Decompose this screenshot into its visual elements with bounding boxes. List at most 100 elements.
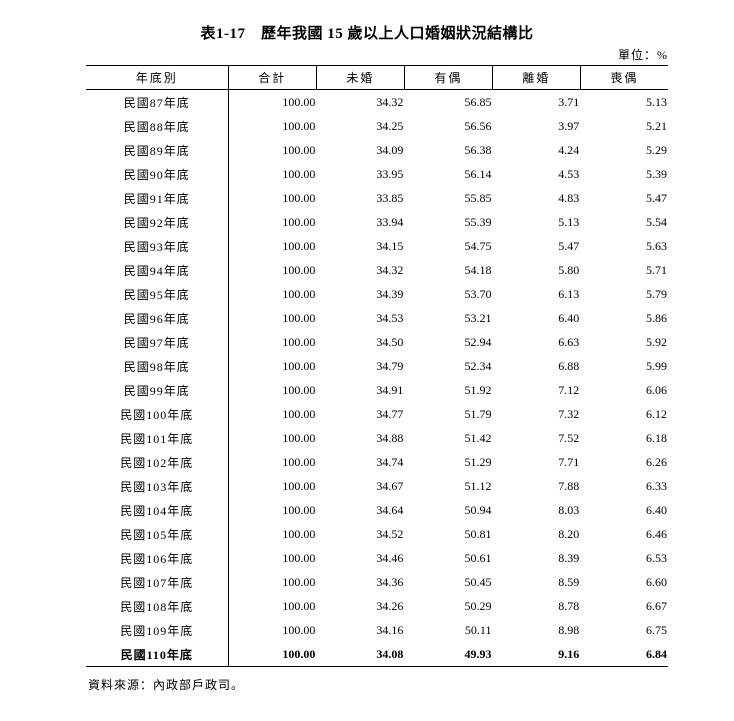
header-year: 年底別 <box>86 65 229 90</box>
year-cell: 民國94年底 <box>86 258 229 282</box>
married-cell: 51.42 <box>464 430 492 445</box>
total-cell: 100.00 <box>282 478 316 493</box>
table-title: 表1-17 歷年我國 15 歲以上人口婚姻狀況結構比 <box>200 26 534 42</box>
divorced-cell: 6.40 <box>558 310 580 325</box>
widowed-cell: 6.53 <box>646 550 667 565</box>
year-cell: 民國96年底 <box>86 306 229 330</box>
single-cell: 34.64 <box>376 502 404 517</box>
total-cell: 100.00 <box>282 334 316 349</box>
table-row: 民國109年底 100.00 34.16 50.11 8.98 6.75 <box>86 618 668 642</box>
married-cell: 51.29 <box>464 454 492 469</box>
married-cell: 54.18 <box>464 262 492 277</box>
header-married: 有偶 <box>403 65 493 90</box>
widowed-cell: 5.21 <box>646 118 667 133</box>
table-row: 民國100年底 100.00 34.77 51.79 7.32 6.12 <box>86 402 668 426</box>
single-cell: 34.26 <box>376 598 404 613</box>
table-row: 民國103年底 100.00 34.67 51.12 7.88 6.33 <box>86 474 668 498</box>
divorced-cell: 8.78 <box>558 598 580 613</box>
table-row: 民國108年底 100.00 34.26 50.29 8.78 6.67 <box>86 594 668 618</box>
married-cell: 51.79 <box>464 406 492 421</box>
year-cell: 民國103年底 <box>86 474 229 498</box>
married-cell: 51.12 <box>464 478 492 493</box>
married-cell: 52.94 <box>464 334 492 349</box>
year-cell: 民國101年底 <box>86 426 229 450</box>
married-cell: 50.45 <box>464 574 492 589</box>
total-cell: 100.00 <box>282 286 316 301</box>
total-cell: 100.00 <box>228 642 317 667</box>
divorced-cell: 6.13 <box>558 286 580 301</box>
divorced-cell: 7.12 <box>558 382 580 397</box>
widowed-cell: 6.46 <box>646 526 667 541</box>
widowed-cell: 6.40 <box>646 502 667 517</box>
year-cell: 民國95年底 <box>86 282 229 306</box>
married-cell: 56.85 <box>464 94 492 109</box>
header-divorced: 離婚 <box>491 65 581 90</box>
single-cell: 34.08 <box>316 642 405 667</box>
year-cell: 民國100年底 <box>86 402 229 426</box>
divorced-cell: 6.88 <box>558 358 580 373</box>
widowed-cell: 5.54 <box>646 214 667 229</box>
widowed-cell: 6.12 <box>646 406 667 421</box>
year-cell: 民國99年底 <box>86 378 229 402</box>
single-cell: 33.95 <box>376 166 404 181</box>
total-cell: 100.00 <box>282 598 316 613</box>
year-cell: 民國106年底 <box>86 546 229 570</box>
divorced-cell: 7.71 <box>558 454 580 469</box>
total-cell: 100.00 <box>282 502 316 517</box>
single-cell: 34.15 <box>376 238 404 253</box>
married-cell: 56.38 <box>464 142 492 157</box>
married-cell: 49.93 <box>404 642 493 667</box>
total-cell: 100.00 <box>282 310 316 325</box>
total-cell: 100.00 <box>282 382 316 397</box>
year-cell: 民國91年底 <box>86 186 229 210</box>
divorced-cell: 3.71 <box>558 94 580 109</box>
table-row: 民國92年底 100.00 33.94 55.39 5.13 5.54 <box>86 210 668 234</box>
widowed-cell: 6.84 <box>580 642 668 667</box>
single-cell: 34.09 <box>376 142 404 157</box>
single-cell: 34.46 <box>376 550 404 565</box>
widowed-cell: 5.86 <box>646 310 667 325</box>
divorced-cell: 4.53 <box>558 166 580 181</box>
single-cell: 34.36 <box>376 574 404 589</box>
header-row: 年底別 合計 未婚 有偶 離婚 喪偶 <box>86 65 668 90</box>
widowed-cell: 6.67 <box>646 598 667 613</box>
year-cell: 民國97年底 <box>86 330 229 354</box>
divorced-cell: 8.20 <box>558 526 580 541</box>
widowed-cell: 6.18 <box>646 430 667 445</box>
single-cell: 34.52 <box>376 526 404 541</box>
divorced-cell: 8.03 <box>558 502 580 517</box>
year-cell: 民國109年底 <box>86 618 229 642</box>
unit-label: 單位：% <box>618 48 668 62</box>
total-cell: 100.00 <box>282 214 316 229</box>
single-cell: 34.74 <box>376 454 404 469</box>
widowed-cell: 5.63 <box>646 238 667 253</box>
single-cell: 34.67 <box>376 478 404 493</box>
divorced-cell: 4.24 <box>558 142 580 157</box>
table-row: 民國89年底 100.00 34.09 56.38 4.24 5.29 <box>86 138 668 162</box>
total-cell: 100.00 <box>282 622 316 637</box>
table-row: 民國107年底 100.00 34.36 50.45 8.59 6.60 <box>86 570 668 594</box>
widowed-cell: 5.29 <box>646 142 667 157</box>
widowed-cell: 6.75 <box>646 622 667 637</box>
single-cell: 34.32 <box>376 262 404 277</box>
single-cell: 33.94 <box>376 214 404 229</box>
table-row: 民國96年底 100.00 34.53 53.21 6.40 5.86 <box>86 306 668 330</box>
single-cell: 34.32 <box>376 94 404 109</box>
total-cell: 100.00 <box>282 454 316 469</box>
table-row: 民國98年底 100.00 34.79 52.34 6.88 5.99 <box>86 354 668 378</box>
total-cell: 100.00 <box>282 574 316 589</box>
table-row: 民國90年底 100.00 33.95 56.14 4.53 5.39 <box>86 162 668 186</box>
married-cell: 50.29 <box>464 598 492 613</box>
single-cell: 33.85 <box>376 190 404 205</box>
widowed-cell: 6.33 <box>646 478 667 493</box>
single-cell: 34.50 <box>376 334 404 349</box>
header-widowed: 喪偶 <box>579 65 668 90</box>
married-cell: 54.75 <box>464 238 492 253</box>
table-row: 民國99年底 100.00 34.91 51.92 7.12 6.06 <box>86 378 668 402</box>
year-cell: 民國90年底 <box>86 162 229 186</box>
source-note: 資料來源：內政部戶政司。 <box>88 678 245 692</box>
divorced-cell: 5.13 <box>558 214 580 229</box>
table-row: 民國88年底 100.00 34.25 56.56 3.97 5.21 <box>86 114 668 138</box>
year-cell: 民國88年底 <box>86 114 229 138</box>
total-cell: 100.00 <box>282 238 316 253</box>
